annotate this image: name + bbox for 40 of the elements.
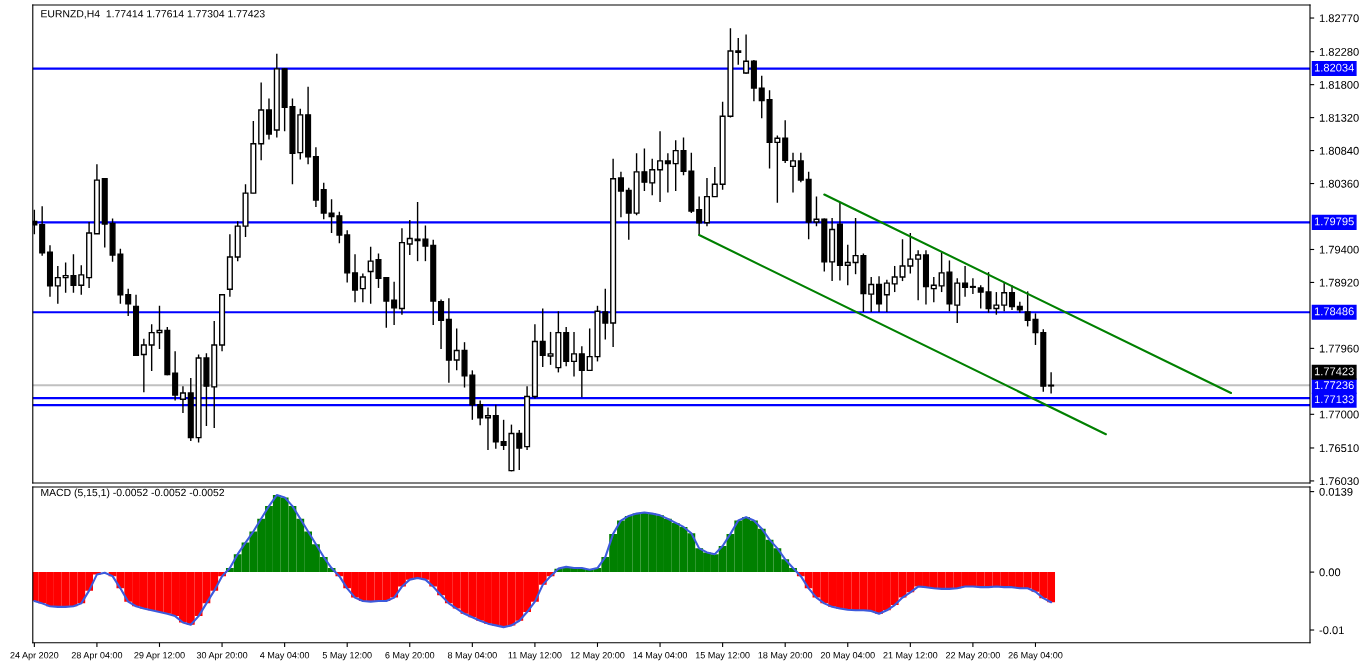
y-tick-label: 1.82280 (1319, 47, 1359, 56)
x-tick-label: 11 May 12:00 (508, 652, 562, 661)
x-tick-label: 18 May 20:00 (758, 652, 813, 661)
x-tick-label: 15 May 12:00 (695, 652, 750, 661)
y-tick-label: 1.82770 (1319, 14, 1359, 23)
x-tick-label: 29 Apr 12:00 (134, 652, 185, 661)
x-tick-label: 26 May 04:00 (1008, 652, 1063, 661)
ref-line-label: 1.82034 (1314, 63, 1354, 72)
y-tick-label: 0.0139 (1319, 487, 1353, 496)
y-tick-label: 1.77000 (1319, 410, 1359, 419)
y-tick-label: 1.77960 (1319, 344, 1359, 353)
x-tick-label: 14 May 04:00 (633, 652, 688, 661)
y-tick-label: 1.80840 (1319, 146, 1359, 155)
ref-line-label: 1.78486 (1314, 307, 1354, 316)
x-tick-label: 12 May 20:00 (570, 652, 625, 661)
x-tick-label: 28 Apr 04:00 (71, 652, 123, 661)
x-tick-label: 22 May 20:00 (946, 652, 1000, 661)
x-tick-label: 30 Apr 20:00 (196, 652, 248, 661)
x-tick-label: 5 May 12:00 (322, 652, 372, 661)
ref-line-label: 1.79795 (1314, 217, 1354, 226)
x-tick-label: 8 May 04:00 (447, 652, 497, 661)
ref-line-label: 1.77236 (1314, 381, 1354, 390)
ref-line-label: 1.77133 (1314, 395, 1354, 404)
x-tick-label: 21 May 12:00 (883, 652, 938, 661)
chart-title: EURNZD,H4 1.77414 1.77614 1.77304 1.77423 (41, 10, 265, 19)
x-tick-label: 6 May 20:00 (385, 652, 435, 661)
chart-title: MACD (5,15,1) -0.0052 -0.0052 -0.0052 (41, 488, 225, 499)
y-tick-label: 0.00 (1319, 568, 1341, 577)
y-tick-label: 1.81800 (1319, 80, 1359, 89)
y-tick-label: 1.80360 (1319, 179, 1359, 188)
ref-line-label: 1.77423 (1314, 367, 1354, 376)
y-tick-label: 1.76510 (1319, 444, 1359, 453)
y-tick-label: 1.76030 (1319, 477, 1359, 486)
x-tick-label: 20 May 04:00 (820, 652, 875, 661)
x-tick-label: 4 May 04:00 (260, 652, 310, 661)
y-tick-label: 1.79400 (1319, 245, 1359, 254)
x-tick-label: 24 Apr 2020 (10, 652, 59, 661)
y-tick-label: 1.78920 (1319, 278, 1359, 287)
y-tick-label: -0.01 (1319, 626, 1344, 635)
y-tick-label: 1.81320 (1319, 113, 1359, 122)
